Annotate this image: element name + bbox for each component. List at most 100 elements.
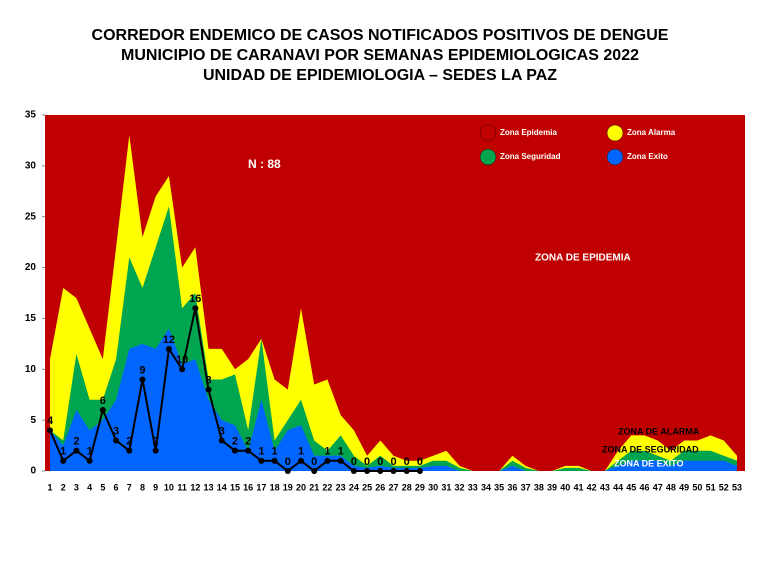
case-point xyxy=(179,366,186,373)
case-label: 2 xyxy=(126,436,132,448)
case-label: 0 xyxy=(285,456,291,468)
x-tick-label: 50 xyxy=(692,482,702,492)
case-point xyxy=(86,457,93,464)
case-point xyxy=(218,437,225,444)
case-point xyxy=(337,457,344,464)
y-tick-label: 0 xyxy=(30,466,36,477)
case-point xyxy=(311,468,318,474)
x-tick-label: 31 xyxy=(441,482,451,492)
x-tick-label: 43 xyxy=(600,482,610,492)
case-point xyxy=(284,468,291,474)
case-point xyxy=(60,457,67,464)
x-tick-label: 1 xyxy=(47,482,52,492)
x-tick-label: 5 xyxy=(100,482,105,492)
x-tick-label: 10 xyxy=(164,482,174,492)
case-label: 0 xyxy=(311,456,317,468)
x-tick-label: 19 xyxy=(283,482,293,492)
x-tick-label: 27 xyxy=(388,482,398,492)
case-label: 9 xyxy=(139,364,145,376)
legend-label: Zona Alarma xyxy=(627,128,676,137)
title-line: CORREDOR ENDEMICO DE CASOS NOTIFICADOS P… xyxy=(92,27,669,44)
case-point xyxy=(205,386,212,393)
x-tick-label: 35 xyxy=(494,482,504,492)
x-tick-label: 22 xyxy=(322,482,332,492)
legend-label: Zona Epidemia xyxy=(500,128,557,137)
x-tick-label: 41 xyxy=(573,482,583,492)
case-point xyxy=(245,447,252,454)
legend-swatch xyxy=(606,124,624,142)
x-tick-label: 29 xyxy=(415,482,425,492)
case-label: 0 xyxy=(417,456,423,468)
x-tick-label: 38 xyxy=(534,482,544,492)
zone-area xyxy=(50,206,737,471)
annotation: ZONA DE SEGURIDAD xyxy=(602,444,699,454)
case-point xyxy=(377,468,384,474)
case-point xyxy=(192,305,199,312)
y-tick-label: 10 xyxy=(25,364,37,375)
x-tick-label: 20 xyxy=(296,482,306,492)
x-tick-label: 26 xyxy=(375,482,385,492)
x-tick-label: 14 xyxy=(217,482,227,492)
annotation: ZONA DE ALARMA xyxy=(618,426,700,436)
x-tick-label: 52 xyxy=(719,482,729,492)
case-point xyxy=(298,457,305,464)
x-tick-label: 15 xyxy=(230,482,240,492)
x-tick-label: 36 xyxy=(507,482,517,492)
x-tick-label: 49 xyxy=(679,482,689,492)
case-label: 1 xyxy=(324,446,330,458)
legend-label: Zona Seguridad xyxy=(500,152,561,161)
annotation: N : 88 xyxy=(248,157,281,171)
case-label: 3 xyxy=(219,425,225,437)
x-tick-label: 34 xyxy=(481,482,491,492)
case-label: 1 xyxy=(60,446,66,458)
case-label: 0 xyxy=(364,456,370,468)
x-tick-label: 2 xyxy=(61,482,66,492)
case-point xyxy=(165,345,172,352)
case-label: 8 xyxy=(205,375,211,387)
x-tick-label: 25 xyxy=(362,482,372,492)
x-tick-label: 53 xyxy=(732,482,742,492)
x-tick-label: 28 xyxy=(402,482,412,492)
title-line: MUNICIPIO DE CARANAVI POR SEMANAS EPIDEM… xyxy=(121,47,639,64)
x-tick-label: 24 xyxy=(349,482,359,492)
x-tick-label: 23 xyxy=(336,482,346,492)
case-point xyxy=(258,457,265,464)
case-point xyxy=(390,468,397,474)
case-label: 2 xyxy=(245,436,251,448)
case-label: 1 xyxy=(338,446,344,458)
x-tick-label: 32 xyxy=(455,482,465,492)
x-tick-label: 51 xyxy=(706,482,716,492)
case-label: 10 xyxy=(176,354,188,366)
case-point xyxy=(271,457,278,464)
case-label: 1 xyxy=(87,446,93,458)
legend-swatch xyxy=(479,148,497,166)
case-point xyxy=(416,468,423,474)
x-tick-label: 44 xyxy=(613,482,623,492)
x-tick-label: 9 xyxy=(153,482,158,492)
case-label: 6 xyxy=(100,395,106,407)
x-tick-label: 42 xyxy=(587,482,597,492)
x-tick-label: 17 xyxy=(256,482,266,492)
legend-swatch xyxy=(606,148,624,166)
x-tick-label: 45 xyxy=(626,482,636,492)
case-label: 4 xyxy=(47,415,54,427)
legend-label: Zona Exito xyxy=(627,152,668,161)
x-tick-label: 46 xyxy=(640,482,650,492)
title-line: UNIDAD DE EPIDEMIOLOGIA – SEDES LA PAZ xyxy=(203,67,557,84)
case-point xyxy=(350,468,357,474)
legend-swatch xyxy=(479,124,497,142)
x-tick-label: 12 xyxy=(190,482,200,492)
case-label: 0 xyxy=(351,456,357,468)
case-point xyxy=(99,406,106,413)
case-point xyxy=(113,437,120,444)
case-label: 0 xyxy=(390,456,396,468)
case-point xyxy=(364,468,371,474)
case-point xyxy=(324,457,331,464)
x-tick-label: 3 xyxy=(74,482,79,492)
case-label: 2 xyxy=(232,436,238,448)
y-tick-label: 20 xyxy=(25,262,37,273)
case-point xyxy=(152,447,159,454)
x-tick-label: 48 xyxy=(666,482,676,492)
y-tick-label: 15 xyxy=(25,313,37,324)
